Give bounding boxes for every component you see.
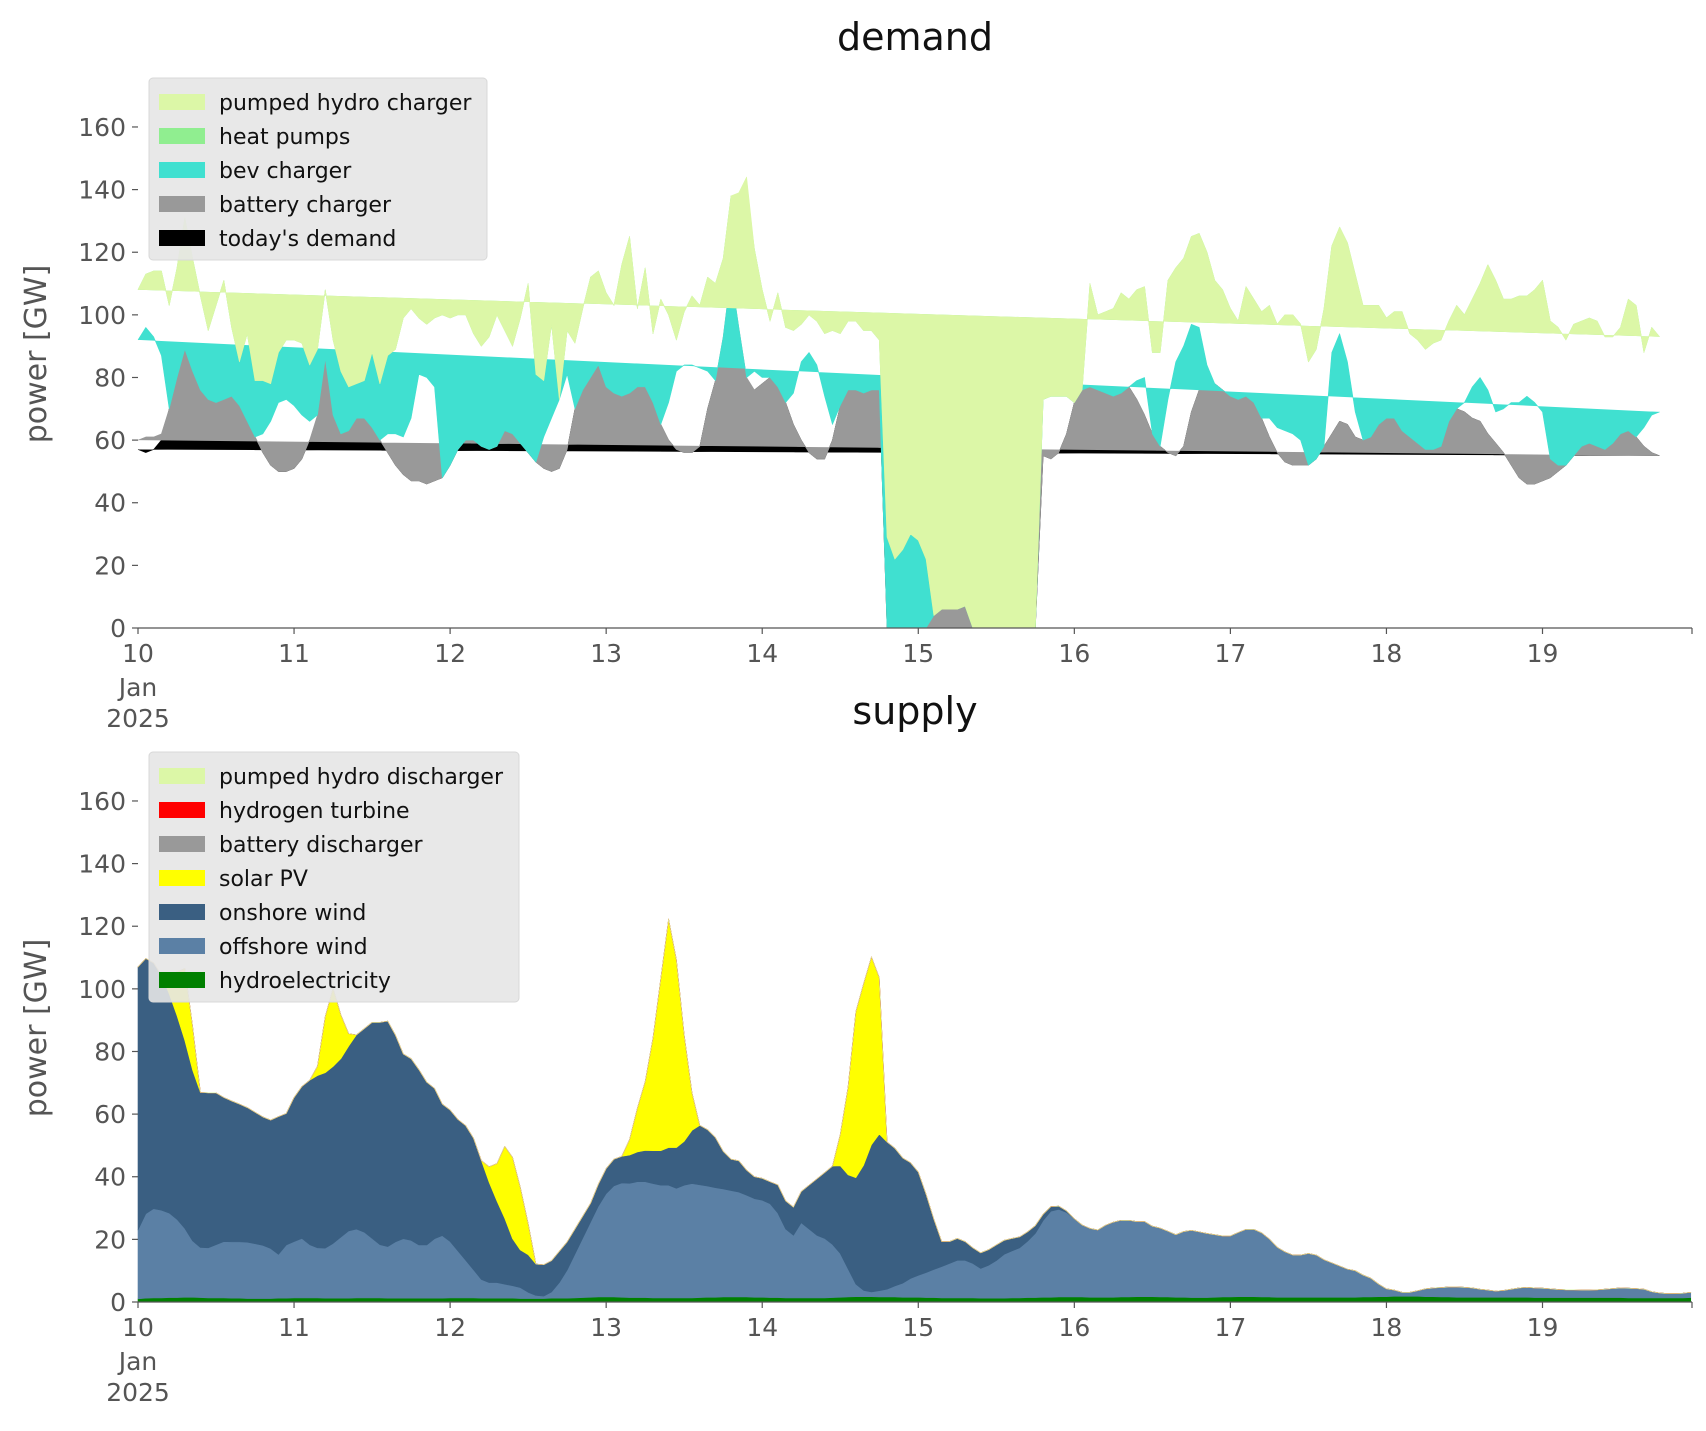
- x-tick-sublabel: 2025: [106, 1378, 170, 1407]
- y-tick-label: 40: [94, 489, 126, 518]
- x-tick-sublabel: Jan: [117, 1347, 158, 1376]
- y-tick-label: 60: [94, 1100, 126, 1129]
- legend-label: pumped hydro charger: [219, 91, 472, 116]
- legend-swatch-pumped-hydro-charger: [159, 94, 205, 110]
- legend-swatch-pumped-hydro-discharger: [159, 768, 205, 784]
- x-tick-label: 17: [1214, 1313, 1246, 1342]
- x-tick-label: 19: [1527, 1313, 1559, 1342]
- legend-label: onshore wind: [219, 901, 366, 926]
- legend-swatch-bev-charger: [159, 162, 205, 178]
- legend-swatch-onshore-wind: [159, 904, 205, 920]
- y-axis-label: power [GW]: [19, 939, 54, 1118]
- y-tick-label: 0: [110, 614, 126, 643]
- x-tick-label: 11: [278, 639, 310, 668]
- legend-swatch-today-s-demand: [159, 230, 205, 246]
- legend-swatch-offshore-wind: [159, 938, 205, 954]
- y-tick-label: 0: [110, 1288, 126, 1317]
- y-axis-label: power [GW]: [19, 265, 54, 444]
- legend-label: hydroelectricity: [219, 969, 391, 994]
- y-tick-label: 120: [78, 238, 126, 267]
- x-tick-label: 18: [1371, 639, 1403, 668]
- x-tick-label: 11: [278, 1313, 310, 1342]
- legend: pumped hydro charger heat pumps bev charge…: [148, 77, 488, 261]
- x-tick-label: 14: [746, 639, 778, 668]
- x-tick-label: 12: [434, 1313, 466, 1342]
- y-tick-label: 100: [78, 975, 126, 1004]
- x-tick-label: 10: [122, 639, 154, 668]
- legend-label: heat pumps: [219, 125, 350, 150]
- x-tick-label: 12: [434, 639, 466, 668]
- chart-title: demand: [837, 15, 993, 59]
- x-tick-label: 14: [746, 1313, 778, 1342]
- legend-label: battery charger: [219, 193, 392, 218]
- x-tick-label: 13: [590, 1313, 622, 1342]
- legend-label: bev charger: [219, 159, 352, 184]
- y-tick-label: 160: [78, 113, 126, 142]
- area-pumped-hydro-charger: [137, 176, 1660, 629]
- legend-label: pumped hydro discharger: [219, 765, 504, 790]
- x-tick-label: 17: [1214, 639, 1246, 668]
- y-tick-label: 80: [94, 1037, 126, 1066]
- legend-label: solar PV: [219, 867, 308, 892]
- x-tick-label: 15: [902, 1313, 934, 1342]
- area-series-group: [137, 918, 1692, 1303]
- legend-swatch-hydrogen-turbine: [159, 802, 205, 818]
- y-tick-label: 120: [78, 912, 126, 941]
- legend-box: [148, 751, 520, 1003]
- legend-label: hydrogen turbine: [219, 799, 410, 824]
- legend-swatch-battery-discharger: [159, 836, 205, 852]
- x-tick-sublabel: 2025: [106, 704, 170, 733]
- x-tick-label: 15: [902, 639, 934, 668]
- legend-swatch-solar-pv: [159, 870, 205, 886]
- legend-label: battery discharger: [219, 833, 424, 858]
- legend-swatch-battery-charger: [159, 196, 205, 212]
- x-tick-sublabel: Jan: [117, 673, 158, 702]
- y-tick-label: 20: [94, 1225, 126, 1254]
- x-tick-label: 16: [1058, 639, 1090, 668]
- legend: pumped hydro discharger hydrogen turbine b…: [148, 751, 520, 1003]
- x-tick-label: 18: [1371, 1313, 1403, 1342]
- legend-label: offshore wind: [219, 935, 368, 960]
- legend-swatch-heat-pumps: [159, 128, 205, 144]
- y-tick-label: 40: [94, 1163, 126, 1192]
- legend-swatch-hydroelectricity: [159, 972, 205, 988]
- y-tick-label: 140: [78, 850, 126, 879]
- legend-label: today's demand: [219, 227, 396, 252]
- y-tick-label: 80: [94, 363, 126, 392]
- chart-title: supply: [852, 689, 977, 733]
- x-tick-label: 16: [1058, 1313, 1090, 1342]
- y-tick-label: 140: [78, 176, 126, 205]
- x-tick-label: 19: [1527, 639, 1559, 668]
- y-tick-label: 60: [94, 426, 126, 455]
- x-tick-label: 13: [590, 639, 622, 668]
- legend-box: [148, 77, 488, 261]
- y-tick-label: 20: [94, 551, 126, 580]
- y-tick-label: 100: [78, 301, 126, 330]
- y-tick-label: 160: [78, 787, 126, 816]
- area-pumped-hydro-discharger: [137, 918, 1692, 1294]
- x-tick-label: 10: [122, 1313, 154, 1342]
